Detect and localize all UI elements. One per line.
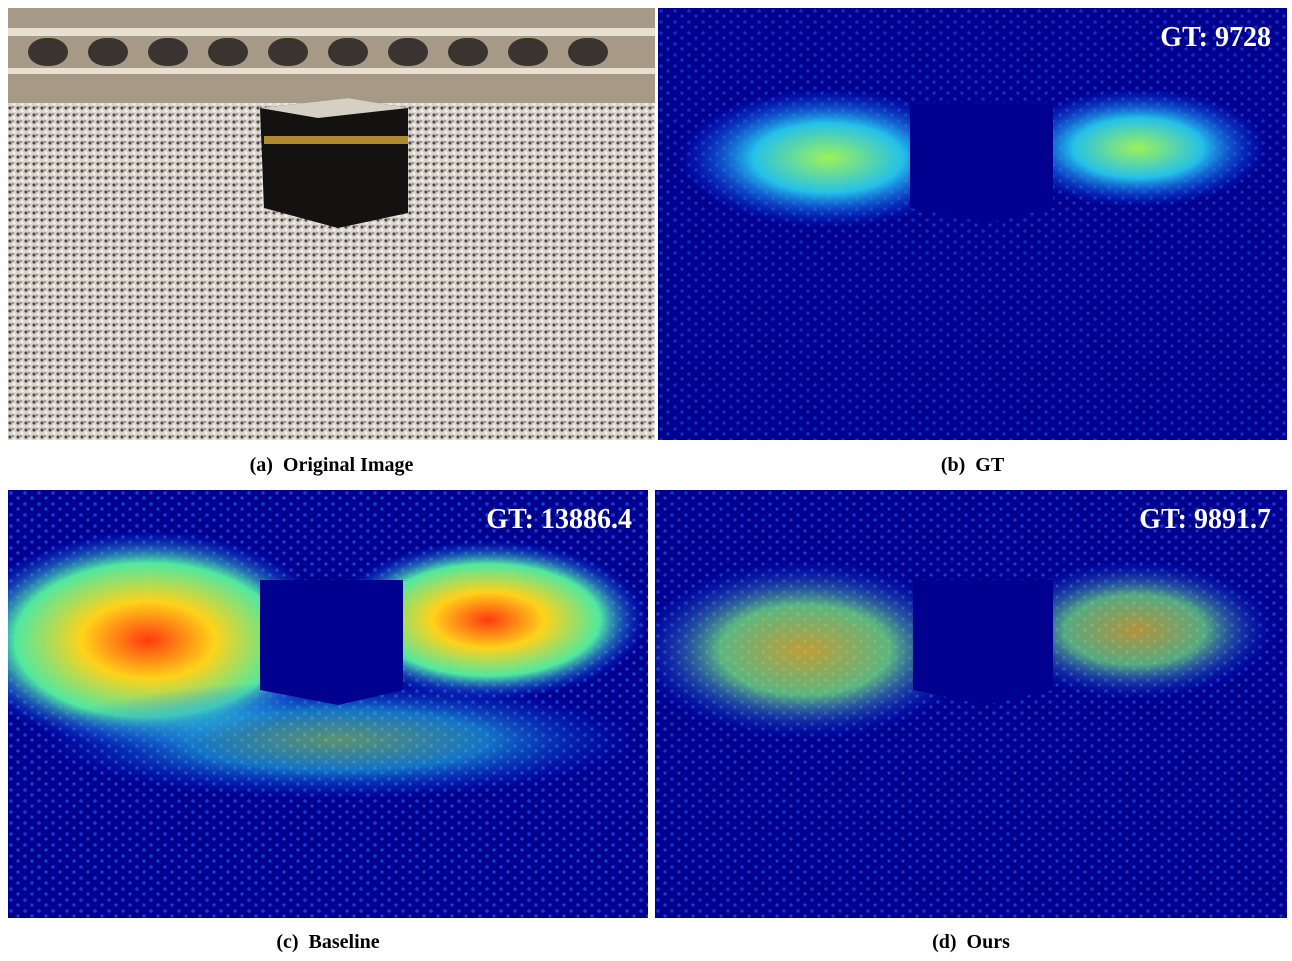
photo — [8, 8, 655, 440]
baseline-density-map: GT: 13886.4 — [8, 490, 648, 918]
gt-density-map: GT: 9728 — [658, 8, 1287, 440]
caption: (b) GT — [940, 454, 1005, 476]
ours-density-map: GT: 9891.7 — [655, 490, 1287, 918]
original-image — [8, 8, 655, 440]
count-label: GT: 9728 — [1160, 22, 1271, 53]
count-label: GT: 13886.4 — [486, 504, 632, 535]
caption: (c) Baseline — [276, 931, 380, 953]
count-label: GT: 9891.7 — [1139, 504, 1271, 535]
density-map — [8, 490, 648, 918]
caption: (d) Ours — [932, 931, 1010, 953]
density-map — [655, 490, 1287, 918]
density-map — [658, 8, 1287, 440]
caption: (a) Original Image — [249, 454, 414, 476]
